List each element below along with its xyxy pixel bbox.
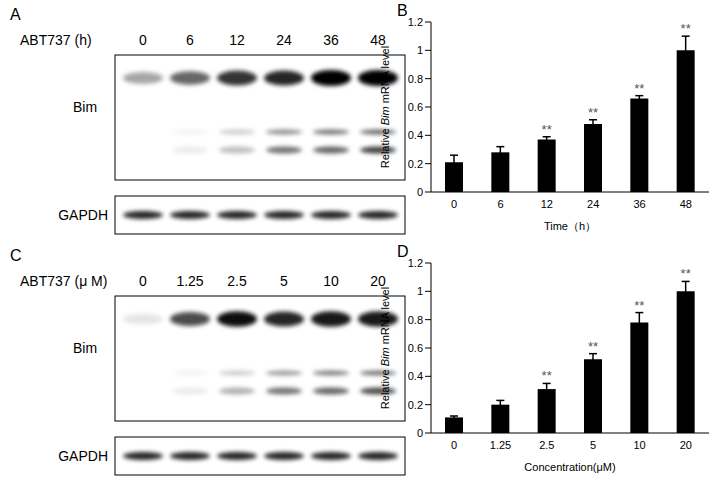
svg-text:0.4: 0.4: [408, 129, 423, 141]
svg-text:Bim: Bim: [73, 99, 97, 115]
svg-text:36: 36: [633, 198, 645, 210]
svg-text:A: A: [10, 6, 21, 23]
svg-text:0: 0: [451, 439, 457, 451]
svg-text:24: 24: [276, 32, 292, 48]
svg-text:**: **: [634, 81, 644, 96]
svg-text:5: 5: [280, 273, 288, 289]
svg-text:Time（h）: Time（h）: [544, 220, 596, 232]
svg-text:12: 12: [541, 198, 553, 210]
svg-text:Relative Bim mRNA level: Relative Bim mRNA level: [379, 287, 391, 409]
svg-text:24: 24: [587, 198, 599, 210]
svg-text:10: 10: [323, 273, 339, 289]
svg-text:B: B: [397, 2, 408, 19]
svg-text:6: 6: [186, 32, 194, 48]
svg-text:5: 5: [590, 439, 596, 451]
svg-text:Relative Bim mRNA level: Relative Bim mRNA level: [379, 46, 391, 168]
svg-text:**: **: [634, 298, 644, 313]
svg-text:**: **: [542, 368, 552, 383]
svg-text:0.8: 0.8: [408, 73, 423, 85]
svg-text:ABT737 (μ M): ABT737 (μ M): [20, 273, 107, 289]
svg-text:GAPDH: GAPDH: [58, 207, 108, 223]
svg-text:**: **: [588, 105, 598, 120]
svg-text:D: D: [397, 243, 409, 260]
svg-text:0: 0: [139, 32, 147, 48]
svg-text:0: 0: [139, 273, 147, 289]
svg-text:**: **: [542, 122, 552, 137]
svg-text:**: **: [588, 339, 598, 354]
svg-text:0.6: 0.6: [408, 101, 423, 113]
svg-text:20: 20: [680, 439, 692, 451]
svg-text:48: 48: [370, 32, 386, 48]
svg-text:1.2: 1.2: [408, 257, 423, 269]
svg-text:GAPDH: GAPDH: [58, 448, 108, 464]
svg-text:48: 48: [680, 198, 692, 210]
svg-text:ABT737 (h): ABT737 (h): [20, 32, 92, 48]
svg-text:12: 12: [229, 32, 245, 48]
svg-text:10: 10: [633, 439, 645, 451]
svg-text:Bim: Bim: [73, 340, 97, 356]
svg-text:1.25: 1.25: [490, 439, 511, 451]
svg-text:0: 0: [451, 198, 457, 210]
svg-text:36: 36: [323, 32, 339, 48]
svg-text:6: 6: [497, 198, 503, 210]
svg-text:0.2: 0.2: [408, 399, 423, 411]
svg-text:2.5: 2.5: [227, 273, 247, 289]
svg-text:0.8: 0.8: [408, 314, 423, 326]
svg-text:0: 0: [417, 427, 423, 439]
svg-text:2.5: 2.5: [539, 439, 554, 451]
svg-text:1.2: 1.2: [408, 16, 423, 28]
svg-text:0.4: 0.4: [408, 370, 423, 382]
svg-text:C: C: [10, 247, 22, 264]
svg-text:0: 0: [417, 186, 423, 198]
svg-text:1: 1: [417, 285, 423, 297]
svg-text:1: 1: [417, 44, 423, 56]
svg-text:**: **: [681, 21, 691, 36]
svg-text:**: **: [681, 266, 691, 281]
svg-text:20: 20: [370, 273, 386, 289]
svg-text:1.25: 1.25: [176, 273, 203, 289]
svg-text:0.2: 0.2: [408, 158, 423, 170]
svg-text:0.6: 0.6: [408, 342, 423, 354]
svg-text:Concentration(μM): Concentration(μM): [524, 461, 615, 473]
